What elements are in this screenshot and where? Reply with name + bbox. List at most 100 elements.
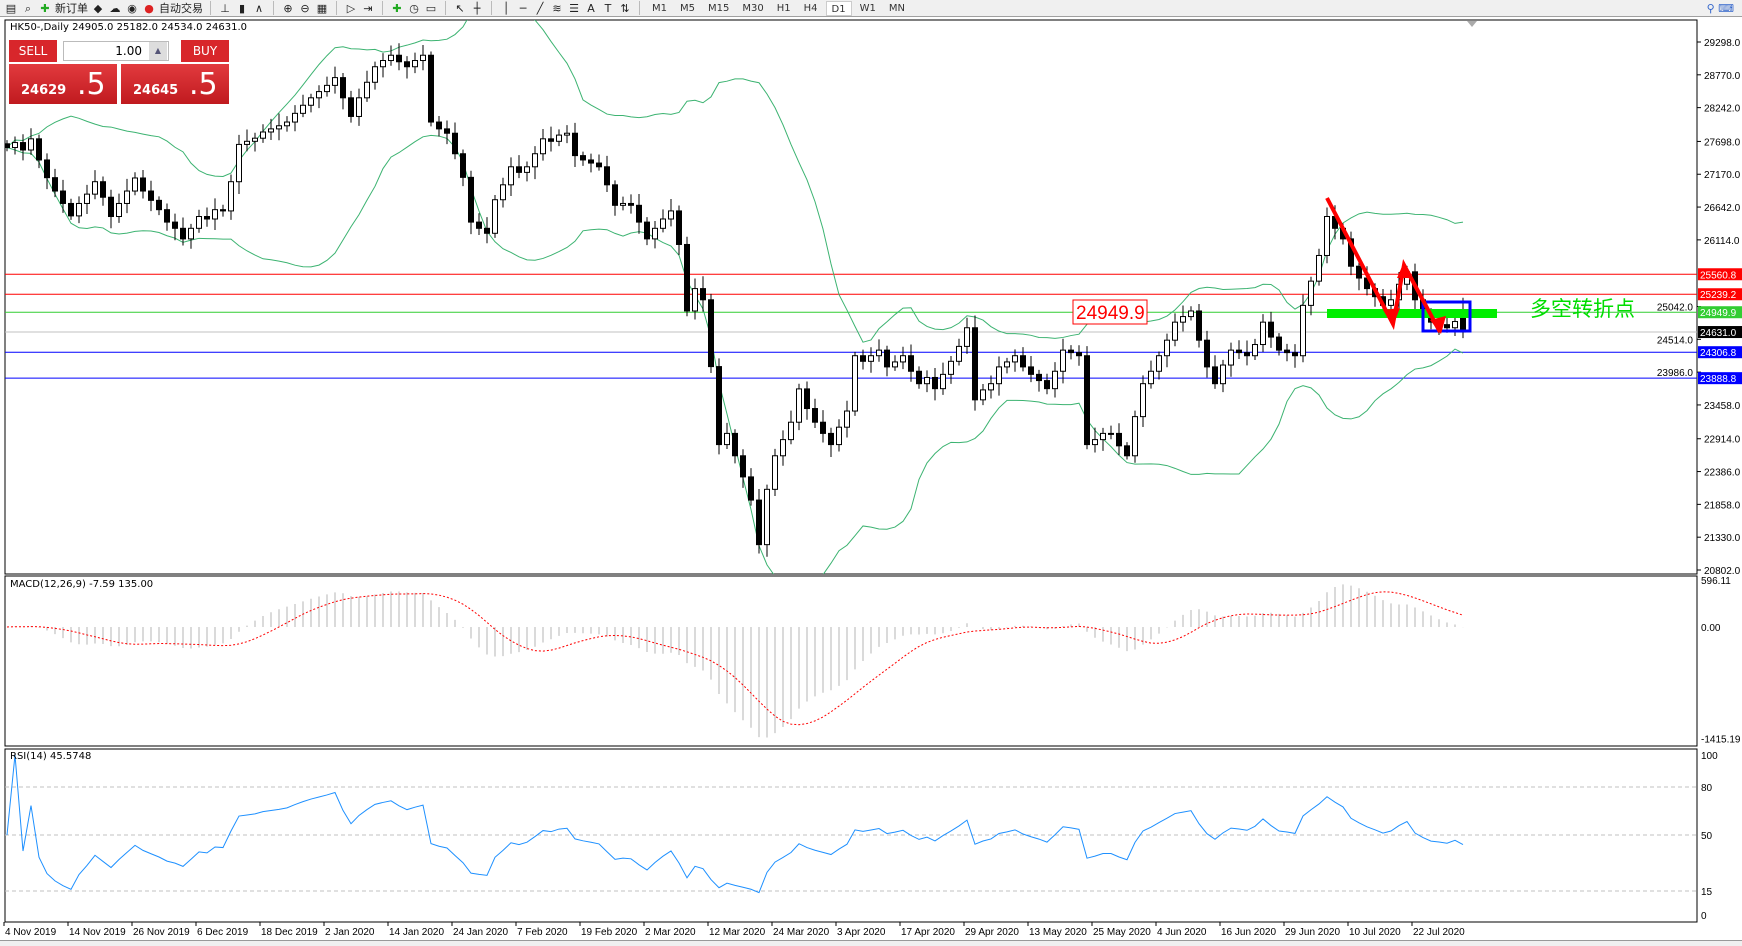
candle-body	[988, 383, 994, 391]
crosshair-icon[interactable]: ┼	[473, 1, 481, 15]
toolbar-separator	[382, 1, 383, 15]
candle-body	[892, 361, 898, 368]
cloud-icon[interactable]: ☁	[109, 1, 121, 15]
arrows-icon[interactable]: ⇅	[620, 1, 630, 15]
zoom-window-icon[interactable]: ⌕	[24, 1, 32, 15]
sell-price-button[interactable]: 24629 .5	[9, 64, 117, 104]
bar-chart-icon[interactable]: ⊥	[220, 1, 230, 15]
candle-body	[1308, 280, 1314, 306]
candle	[132, 172, 138, 196]
timeframe-w1[interactable]: W1	[859, 2, 876, 14]
template-icon[interactable]: ▭	[425, 1, 437, 15]
trendline-icon[interactable]: ╱	[536, 1, 544, 15]
candle-body	[76, 202, 82, 217]
auto-trading-icon[interactable]: ●	[144, 1, 154, 15]
text-icon[interactable]: A	[587, 1, 595, 15]
vertical-line-icon[interactable]: │	[502, 1, 510, 15]
timeframe-m5[interactable]: M5	[680, 2, 695, 14]
candle	[508, 157, 514, 196]
price-tick-label: 21330.0	[1704, 533, 1741, 544]
candle-body	[372, 66, 378, 83]
candle	[964, 317, 970, 354]
candle-chart-icon[interactable]: ▮	[238, 1, 246, 15]
price-level-label: 23888.8	[1700, 374, 1737, 385]
candle	[180, 217, 186, 246]
indicators-icon[interactable]: ✚	[392, 1, 402, 15]
sell-button[interactable]: SELL	[9, 40, 57, 62]
timeframe-h1[interactable]: H1	[776, 2, 791, 14]
zigzag-arrow	[1325, 197, 1442, 333]
clock-icon[interactable]: ◷	[409, 1, 419, 15]
gold-icon[interactable]: ◆	[93, 1, 103, 15]
candle	[1052, 362, 1058, 398]
candle	[372, 61, 378, 90]
candle	[92, 170, 98, 200]
timeframe-m1[interactable]: M1	[652, 2, 667, 14]
candle-body	[532, 153, 538, 168]
candle-body	[612, 184, 618, 206]
candle-body	[812, 408, 818, 423]
candle	[756, 489, 762, 554]
candle-body	[180, 227, 186, 240]
candle-body	[92, 181, 98, 195]
time-tick-label: 14 Jan 2020	[389, 927, 444, 938]
chart-list-icon[interactable]: ▤	[5, 1, 17, 15]
candle	[548, 126, 554, 152]
candle-body	[268, 128, 274, 133]
candle	[1252, 338, 1258, 360]
line-chart-icon[interactable]: ∧	[254, 1, 264, 15]
new-order-button[interactable]: 新订单	[55, 2, 88, 15]
candle-body	[876, 349, 882, 357]
arrowhead	[1397, 262, 1412, 278]
new-order-icon[interactable]: ✚	[40, 1, 50, 15]
candle	[1092, 427, 1098, 453]
label-icon[interactable]: T	[604, 1, 612, 15]
candle	[276, 113, 282, 141]
buy-button[interactable]: BUY	[181, 40, 229, 62]
candle	[924, 370, 930, 393]
candle	[556, 129, 562, 147]
candle	[620, 196, 626, 211]
horizontal-line-icon[interactable]: ─	[519, 1, 527, 15]
candle-body	[204, 216, 210, 220]
candle-body	[212, 209, 218, 220]
cursor-icon[interactable]: ↖	[455, 1, 465, 15]
candle	[1116, 423, 1122, 455]
candle-body	[1148, 370, 1154, 385]
auto-trading-button[interactable]: 自动交易	[159, 2, 203, 15]
fibonacci-icon[interactable]: ≋	[552, 1, 562, 15]
candle	[708, 293, 714, 374]
candle-body	[708, 299, 714, 368]
candle-body	[1188, 310, 1194, 318]
candle	[196, 209, 202, 233]
candle-body	[852, 355, 858, 412]
candle-body	[908, 355, 914, 372]
candle	[908, 344, 914, 382]
lot-increase-button[interactable]: ▲	[149, 42, 167, 60]
timeframe-h4[interactable]: H4	[803, 2, 818, 14]
chart-shift-icon[interactable]: ⇥	[363, 1, 373, 15]
timeframe-m15[interactable]: M15	[708, 2, 730, 14]
candle	[84, 184, 90, 215]
fibo-levels-icon[interactable]: ☰	[569, 1, 579, 15]
autoscroll-icon[interactable]: ▷	[346, 1, 356, 15]
timeframe-m30[interactable]: M30	[742, 2, 764, 14]
candle-body	[100, 181, 106, 198]
lot-size-input[interactable]: 1.00	[63, 41, 169, 61]
timeframe-mn[interactable]: MN	[888, 2, 905, 14]
timeframe-d1[interactable]: D1	[825, 0, 852, 16]
candle-body	[1012, 355, 1018, 363]
candle-body	[836, 426, 842, 446]
signal-icon[interactable]: ◉	[127, 1, 137, 15]
search-icon[interactable]: ⚲ ⌨	[1706, 1, 1734, 15]
candle-body	[724, 432, 730, 446]
rsi-label: RSI(14) 45.5748	[10, 751, 92, 762]
zoom-out-icon[interactable]: ⊖	[300, 1, 310, 15]
candle-body	[1180, 316, 1186, 323]
buy-price-button[interactable]: 24645 .5	[121, 64, 229, 104]
candle	[100, 176, 106, 206]
rsi-tick-label: 15	[1701, 887, 1713, 898]
zoom-in-icon[interactable]: ⊕	[283, 1, 293, 15]
tile-icon[interactable]: ▦	[316, 1, 328, 15]
